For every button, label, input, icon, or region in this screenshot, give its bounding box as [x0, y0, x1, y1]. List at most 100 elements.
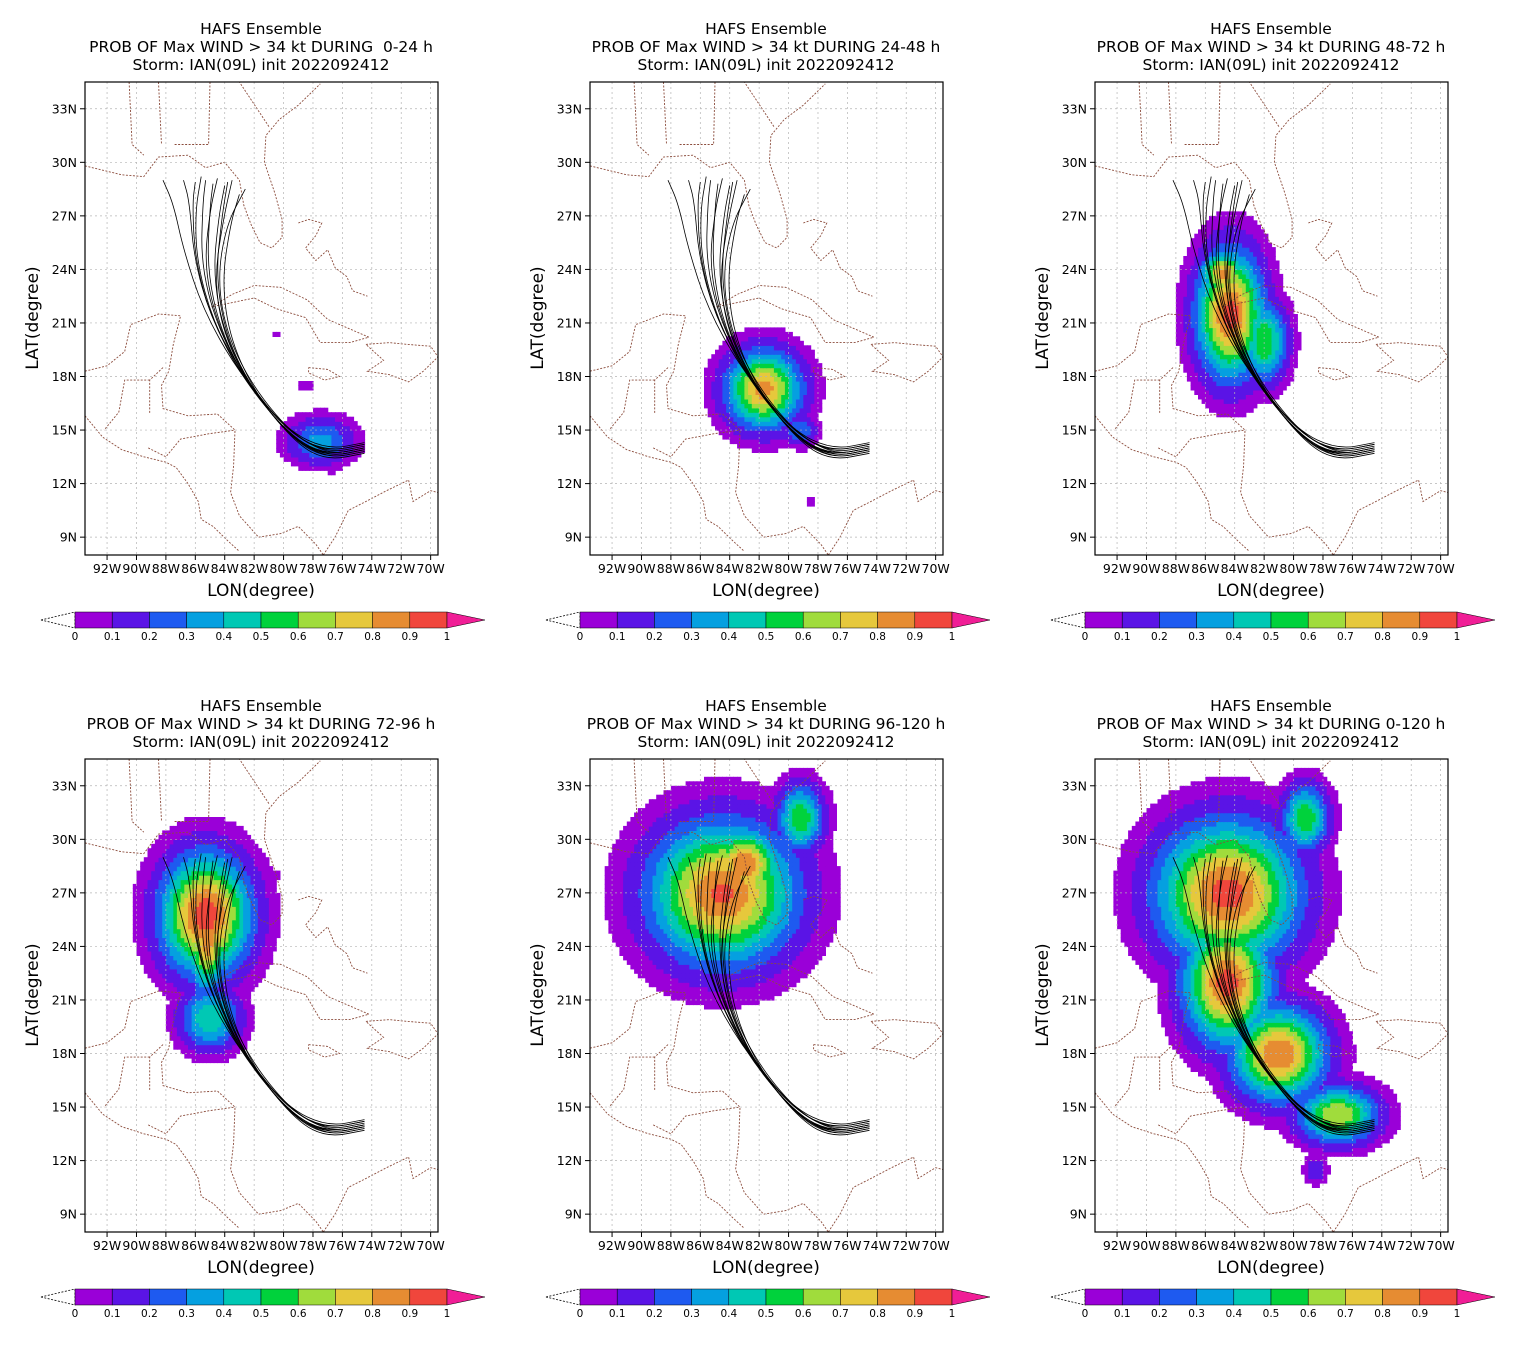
prob-cell	[751, 412, 757, 418]
prob-cell	[773, 349, 779, 355]
prob-cell	[221, 973, 226, 979]
prob-cell	[1267, 251, 1273, 257]
prob-cell	[313, 456, 318, 462]
prob-cell	[1271, 372, 1276, 378]
prob-cell	[718, 367, 723, 373]
prob-cell	[795, 443, 801, 449]
prob-cell	[795, 955, 801, 961]
prob-cell	[180, 879, 185, 885]
prob-cell	[324, 412, 329, 418]
prob-cell	[1183, 363, 1188, 369]
x-tick-label: 86W	[181, 561, 209, 576]
prob-cell	[799, 430, 804, 436]
prob-cell	[246, 982, 252, 988]
coastline	[103, 379, 150, 431]
prob-cell	[268, 915, 274, 921]
prob-cell	[781, 394, 786, 400]
prob-cell	[729, 407, 734, 413]
prob-cell	[1227, 256, 1232, 262]
prob-cell	[1179, 336, 1184, 342]
prob-cell	[188, 897, 193, 903]
prob-cell	[1209, 349, 1214, 355]
prob-cell	[154, 861, 160, 867]
prob-cell	[202, 1004, 207, 1010]
prob-cell	[1286, 372, 1291, 378]
prob-cell	[1242, 256, 1247, 262]
prob-cell	[232, 1008, 237, 1014]
prob-cell	[1245, 309, 1251, 315]
prob-cell	[188, 906, 193, 912]
chart-subtitle: PROB OF Max WIND > 34 kt DURING 24-48 h	[592, 38, 941, 56]
prob-cell	[1264, 345, 1269, 351]
prob-cell	[733, 358, 738, 364]
prob-cell	[770, 430, 775, 436]
prob-cell	[1186, 278, 1192, 284]
prob-cell	[1212, 318, 1217, 324]
prob-cell	[1205, 340, 1210, 346]
prob-cell	[737, 354, 742, 360]
prob-cell	[184, 950, 189, 956]
prob-cell	[766, 447, 771, 453]
prob-cell	[781, 345, 786, 351]
prob-cell	[1238, 372, 1243, 378]
prob-cell	[235, 924, 241, 930]
prob-cell	[1275, 300, 1280, 306]
prob-cell	[210, 986, 215, 992]
y-axis-label: LAT(degree)	[528, 266, 548, 369]
prob-cell	[766, 982, 771, 988]
y-tick-label: 33N	[52, 778, 77, 793]
prob-cell	[202, 825, 207, 831]
prob-cell	[1278, 349, 1284, 355]
prob-cell	[770, 327, 775, 333]
prob-cell	[773, 434, 779, 440]
prob-cell	[1267, 358, 1273, 364]
prob-cell	[239, 825, 244, 831]
prob-cell	[1194, 363, 1199, 369]
colorbar-tick-label: 0.1	[104, 631, 121, 643]
prob-cell	[202, 1058, 207, 1064]
prob-cell	[173, 879, 178, 885]
prob-cell	[1275, 314, 1280, 320]
prob-cell	[759, 447, 764, 453]
prob-cell	[147, 906, 152, 912]
prob-cell	[722, 434, 727, 440]
prob-cell	[1216, 372, 1221, 378]
prob-cell	[305, 381, 310, 387]
prob-cell	[1198, 336, 1203, 342]
prob-cell	[169, 852, 174, 858]
prob-cell	[206, 1040, 211, 1046]
prob-cell	[301, 430, 307, 436]
prob-cell	[228, 968, 233, 974]
colorbar-tick-label: 0.5	[1263, 631, 1280, 643]
prob-cell	[1186, 265, 1192, 271]
prob-cell	[224, 834, 229, 840]
prob-cell	[184, 1022, 189, 1028]
prob-cell	[224, 1013, 229, 1019]
prob-cell	[707, 358, 712, 364]
prob-cell	[674, 968, 679, 974]
prob-cell	[228, 915, 233, 921]
prob-cell	[641, 946, 646, 952]
prob-cell	[191, 986, 196, 992]
prob-cell	[770, 443, 775, 449]
prob-cell	[195, 924, 200, 930]
prob-cell	[327, 412, 332, 418]
prob-cell	[265, 928, 270, 934]
prob-cell	[803, 349, 808, 355]
prob-cell	[788, 439, 793, 445]
prob-cell	[810, 389, 815, 395]
prob-cell	[707, 385, 712, 391]
prob-cell	[173, 955, 178, 961]
prob-cell	[1212, 381, 1217, 387]
prob-cell	[184, 1040, 189, 1046]
prob-cell	[663, 955, 668, 961]
prob-cell	[254, 861, 259, 867]
prob-cell	[224, 973, 229, 979]
prob-cell	[788, 977, 793, 983]
prob-cell	[1278, 376, 1284, 382]
prob-cell	[795, 425, 801, 431]
prob-cell	[272, 928, 277, 934]
prob-cell	[781, 376, 786, 382]
prob-cell	[766, 986, 771, 992]
prob-cell	[1286, 363, 1291, 369]
